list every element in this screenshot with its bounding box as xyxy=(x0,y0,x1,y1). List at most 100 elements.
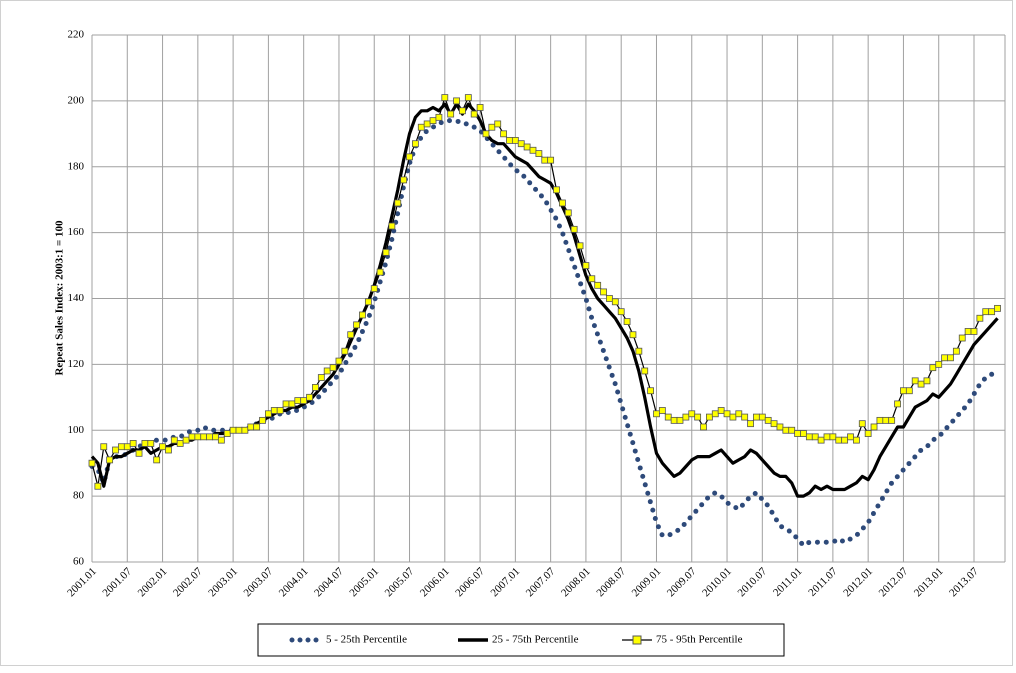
marker xyxy=(617,308,625,316)
marker xyxy=(288,400,296,408)
marker xyxy=(176,440,184,447)
y-tick-label: 200 xyxy=(68,94,85,106)
marker xyxy=(376,268,384,276)
marker xyxy=(717,407,725,414)
marker xyxy=(535,150,543,157)
marker xyxy=(276,407,284,414)
marker xyxy=(888,416,896,424)
marker xyxy=(165,446,172,454)
marker xyxy=(112,446,119,454)
marker xyxy=(553,186,560,194)
marker xyxy=(523,143,531,151)
marker xyxy=(406,153,413,161)
marker xyxy=(858,420,866,428)
marker xyxy=(494,120,502,128)
marker xyxy=(217,436,225,444)
marker xyxy=(400,176,408,184)
marker xyxy=(670,416,678,424)
y-tick-label: 100 xyxy=(68,424,85,436)
marker xyxy=(423,120,431,128)
legend-label: 25 - 75th Percentile xyxy=(492,634,579,646)
marker xyxy=(588,275,596,283)
marker xyxy=(952,347,960,355)
marker xyxy=(706,413,713,421)
marker xyxy=(511,136,519,144)
marker xyxy=(664,413,672,421)
marker xyxy=(382,248,390,256)
marker xyxy=(853,436,860,444)
marker xyxy=(441,94,449,101)
marker xyxy=(711,410,719,418)
marker xyxy=(306,393,313,401)
marker xyxy=(264,410,272,418)
marker xyxy=(541,156,549,164)
marker xyxy=(770,420,778,428)
legend-swatch-marker xyxy=(632,635,642,645)
marker xyxy=(911,377,919,385)
marker xyxy=(629,331,637,339)
marker xyxy=(359,311,366,319)
marker xyxy=(805,433,813,441)
marker xyxy=(529,146,537,154)
marker xyxy=(606,295,613,302)
marker xyxy=(841,436,849,444)
marker xyxy=(517,140,525,148)
marker xyxy=(223,430,231,437)
y-tick-label: 220 xyxy=(68,29,85,41)
marker xyxy=(794,430,801,437)
marker xyxy=(135,449,143,457)
marker xyxy=(429,117,437,125)
marker xyxy=(559,199,566,207)
marker xyxy=(253,423,261,431)
marker xyxy=(564,209,572,217)
marker xyxy=(623,318,631,325)
marker xyxy=(488,123,496,131)
marker xyxy=(688,410,696,418)
marker xyxy=(835,436,843,444)
marker xyxy=(894,400,901,408)
marker xyxy=(658,407,666,414)
marker xyxy=(341,347,349,355)
marker xyxy=(188,433,196,441)
marker xyxy=(741,413,749,421)
marker xyxy=(829,433,837,441)
marker xyxy=(653,410,660,418)
marker xyxy=(147,440,155,447)
marker xyxy=(700,423,707,431)
marker xyxy=(923,377,931,385)
marker xyxy=(194,433,202,441)
marker xyxy=(470,110,478,118)
marker xyxy=(200,433,208,441)
marker xyxy=(917,380,925,388)
marker xyxy=(453,97,460,105)
marker xyxy=(964,328,972,335)
marker xyxy=(388,222,396,230)
marker xyxy=(247,423,255,431)
marker xyxy=(353,321,361,329)
marker xyxy=(212,433,219,441)
marker xyxy=(676,416,684,424)
marker xyxy=(570,225,578,233)
marker xyxy=(611,298,619,306)
marker xyxy=(300,397,308,405)
marker xyxy=(723,410,731,418)
marker xyxy=(982,308,990,316)
marker xyxy=(876,416,884,424)
marker xyxy=(882,416,890,424)
marker xyxy=(988,308,996,316)
marker xyxy=(929,364,937,372)
marker xyxy=(229,426,237,434)
y-tick-label: 60 xyxy=(73,556,85,568)
marker xyxy=(270,407,278,414)
marker xyxy=(88,459,96,467)
marker xyxy=(123,443,131,451)
marker xyxy=(182,436,190,444)
marker xyxy=(282,400,290,408)
marker xyxy=(900,387,907,395)
marker xyxy=(294,397,302,405)
marker xyxy=(576,242,584,250)
marker xyxy=(694,413,702,421)
